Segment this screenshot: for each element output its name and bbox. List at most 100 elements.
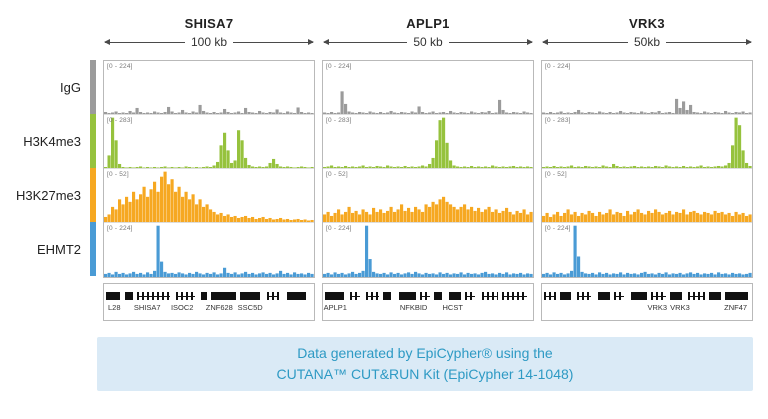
tracks-box: [0 - 224] [0 - 283] [0 - 52] [0 - 224] xyxy=(541,60,753,278)
gene-labels: VRK3 VRK3 ZNF47 xyxy=(544,303,750,315)
track-cell-h3k27me3: [0 - 52] xyxy=(542,169,752,223)
track-label-text: IgG xyxy=(60,79,81,95)
gene-models xyxy=(106,289,312,303)
gene-model xyxy=(669,292,683,300)
gene-model xyxy=(325,292,344,300)
track-cell-igg: [0 - 224] xyxy=(104,61,314,115)
track-label-h3k27me3: H3K27me3 xyxy=(0,168,90,222)
region-name: VRK3 xyxy=(629,16,665,31)
region-header-vrk3: VRK3 50kb xyxy=(541,16,753,60)
track-label-text: EHMT2 xyxy=(36,241,81,257)
tracks-box: [0 - 224] [0 - 283] [0 - 52] [0 - 224] xyxy=(103,60,315,278)
region-span-label: 50 kb xyxy=(413,35,443,49)
tracks-box: [0 - 224] [0 - 283] [0 - 52] [0 - 224] xyxy=(322,60,534,278)
gene-name-label: ZNF47 xyxy=(724,303,748,312)
region-span-arrow: 50 kb xyxy=(322,35,534,49)
track-cell-ehmt2: [0 - 224] xyxy=(323,223,533,277)
track-cell-h3k27me3: [0 - 52] xyxy=(323,169,533,223)
gene-labels: L28 SHISA7 ISOC2 ZNF628 SSC5D xyxy=(106,303,312,315)
caption-banner: Data generated by EpiCypher® using the C… xyxy=(97,337,753,391)
gene-model xyxy=(266,292,280,300)
gene-name-label: HCST xyxy=(442,303,463,312)
arrow-left-icon xyxy=(104,38,185,45)
gene-model xyxy=(399,292,416,300)
gene-model xyxy=(448,292,461,300)
gene-model xyxy=(544,292,557,300)
gene-model xyxy=(560,292,571,300)
track-cell-ehmt2: [0 - 224] xyxy=(542,223,752,277)
track-cell-h3k4me3: [0 - 283] xyxy=(542,115,752,169)
scale-range-label: [0 - 224] xyxy=(545,63,571,70)
panel-aplp1: [0 - 224] [0 - 283] [0 - 52] [0 - 224] APLP… xyxy=(322,60,534,321)
header-spacer xyxy=(0,16,96,60)
gene-model xyxy=(239,292,261,300)
gene-name-label: ISOC2 xyxy=(170,303,194,312)
gene-model xyxy=(725,292,748,300)
scale-range-label: [0 - 224] xyxy=(107,63,133,70)
scale-range-label: [0 - 224] xyxy=(545,225,571,232)
gene-name-label: VRK3 xyxy=(647,303,668,312)
region-name: APLP1 xyxy=(406,16,450,31)
signal-plot xyxy=(323,196,533,222)
caption-line-1: Data generated by EpiCypher® using the xyxy=(297,345,553,361)
arrow-left-icon xyxy=(542,38,628,45)
track-cell-h3k4me3: [0 - 283] xyxy=(323,115,533,169)
gene-models xyxy=(544,289,750,303)
gene-model xyxy=(287,292,306,300)
gene-name-label: APLP1 xyxy=(323,303,347,312)
track-color-bar xyxy=(90,222,96,276)
track-color-bar xyxy=(90,60,96,114)
gene-model xyxy=(419,292,431,300)
gene-annotation-box: VRK3 VRK3 ZNF47 xyxy=(541,283,753,321)
figure-grid: SHISA7 100 kb APLP1 50 kb VRK3 50kb xyxy=(0,16,768,321)
arrow-right-icon xyxy=(448,38,534,45)
track-label-text: H3K27me3 xyxy=(15,187,81,203)
gene-model xyxy=(124,292,133,300)
gene-model xyxy=(382,292,391,300)
signal-plot xyxy=(104,225,314,277)
signal-plot xyxy=(323,225,533,277)
caption-line-2: CUTANA™ CUT&RUN Kit (EpiCypher 14-1048) xyxy=(276,366,574,382)
region-name: SHISA7 xyxy=(184,16,234,31)
gene-name-label: NFKBID xyxy=(399,303,428,312)
scale-range-label: [0 - 52] xyxy=(107,171,129,178)
region-span-label: 50kb xyxy=(633,35,661,49)
track-color-bar xyxy=(90,114,96,168)
gene-model xyxy=(434,292,443,300)
track-color-bar xyxy=(90,168,96,222)
track-cell-igg: [0 - 224] xyxy=(542,61,752,115)
gene-name-label: ZNF628 xyxy=(205,303,233,312)
signal-plot xyxy=(542,209,752,222)
gene-name-label: SSC5D xyxy=(237,303,263,312)
signal-plot xyxy=(104,117,314,168)
gene-model xyxy=(106,292,121,300)
gene-annotation-box: L28 SHISA7 ISOC2 ZNF628 SSC5D xyxy=(103,283,315,321)
signal-plot xyxy=(542,117,752,168)
signal-plot xyxy=(542,225,752,277)
region-header-aplp1: APLP1 50 kb xyxy=(322,16,534,60)
signal-plot xyxy=(104,171,314,222)
track-cell-h3k27me3: [0 - 52] xyxy=(104,169,314,223)
region-span-arrow: 100 kb xyxy=(104,35,314,49)
scale-range-label: [0 - 283] xyxy=(545,117,571,124)
scale-range-label: [0 - 283] xyxy=(107,117,133,124)
gene-model xyxy=(481,292,499,300)
scale-range-label: [0 - 52] xyxy=(326,171,348,178)
track-label-igg: IgG xyxy=(0,60,90,114)
gene-name-label: SHISA7 xyxy=(133,303,161,312)
gene-model xyxy=(176,292,195,300)
gene-model xyxy=(597,292,610,300)
gene-annotation-box: APLP1 NFKBID HCST xyxy=(322,283,534,321)
signal-plot xyxy=(323,117,533,168)
gene-labels: APLP1 NFKBID HCST xyxy=(323,303,531,315)
arrow-right-icon xyxy=(233,38,314,45)
gene-model xyxy=(211,292,236,300)
panel-vrk3: [0 - 224] [0 - 283] [0 - 52] [0 - 224] VRK3… xyxy=(541,60,753,321)
arrow-left-icon xyxy=(322,38,408,45)
scale-range-label: [0 - 224] xyxy=(107,225,133,232)
track-label-text: H3K4me3 xyxy=(23,133,81,149)
signal-plot xyxy=(104,104,314,114)
scale-range-label: [0 - 52] xyxy=(545,171,567,178)
track-labels-column: IgG H3K4me3 H3K27me3 EHMT2 xyxy=(0,60,96,321)
